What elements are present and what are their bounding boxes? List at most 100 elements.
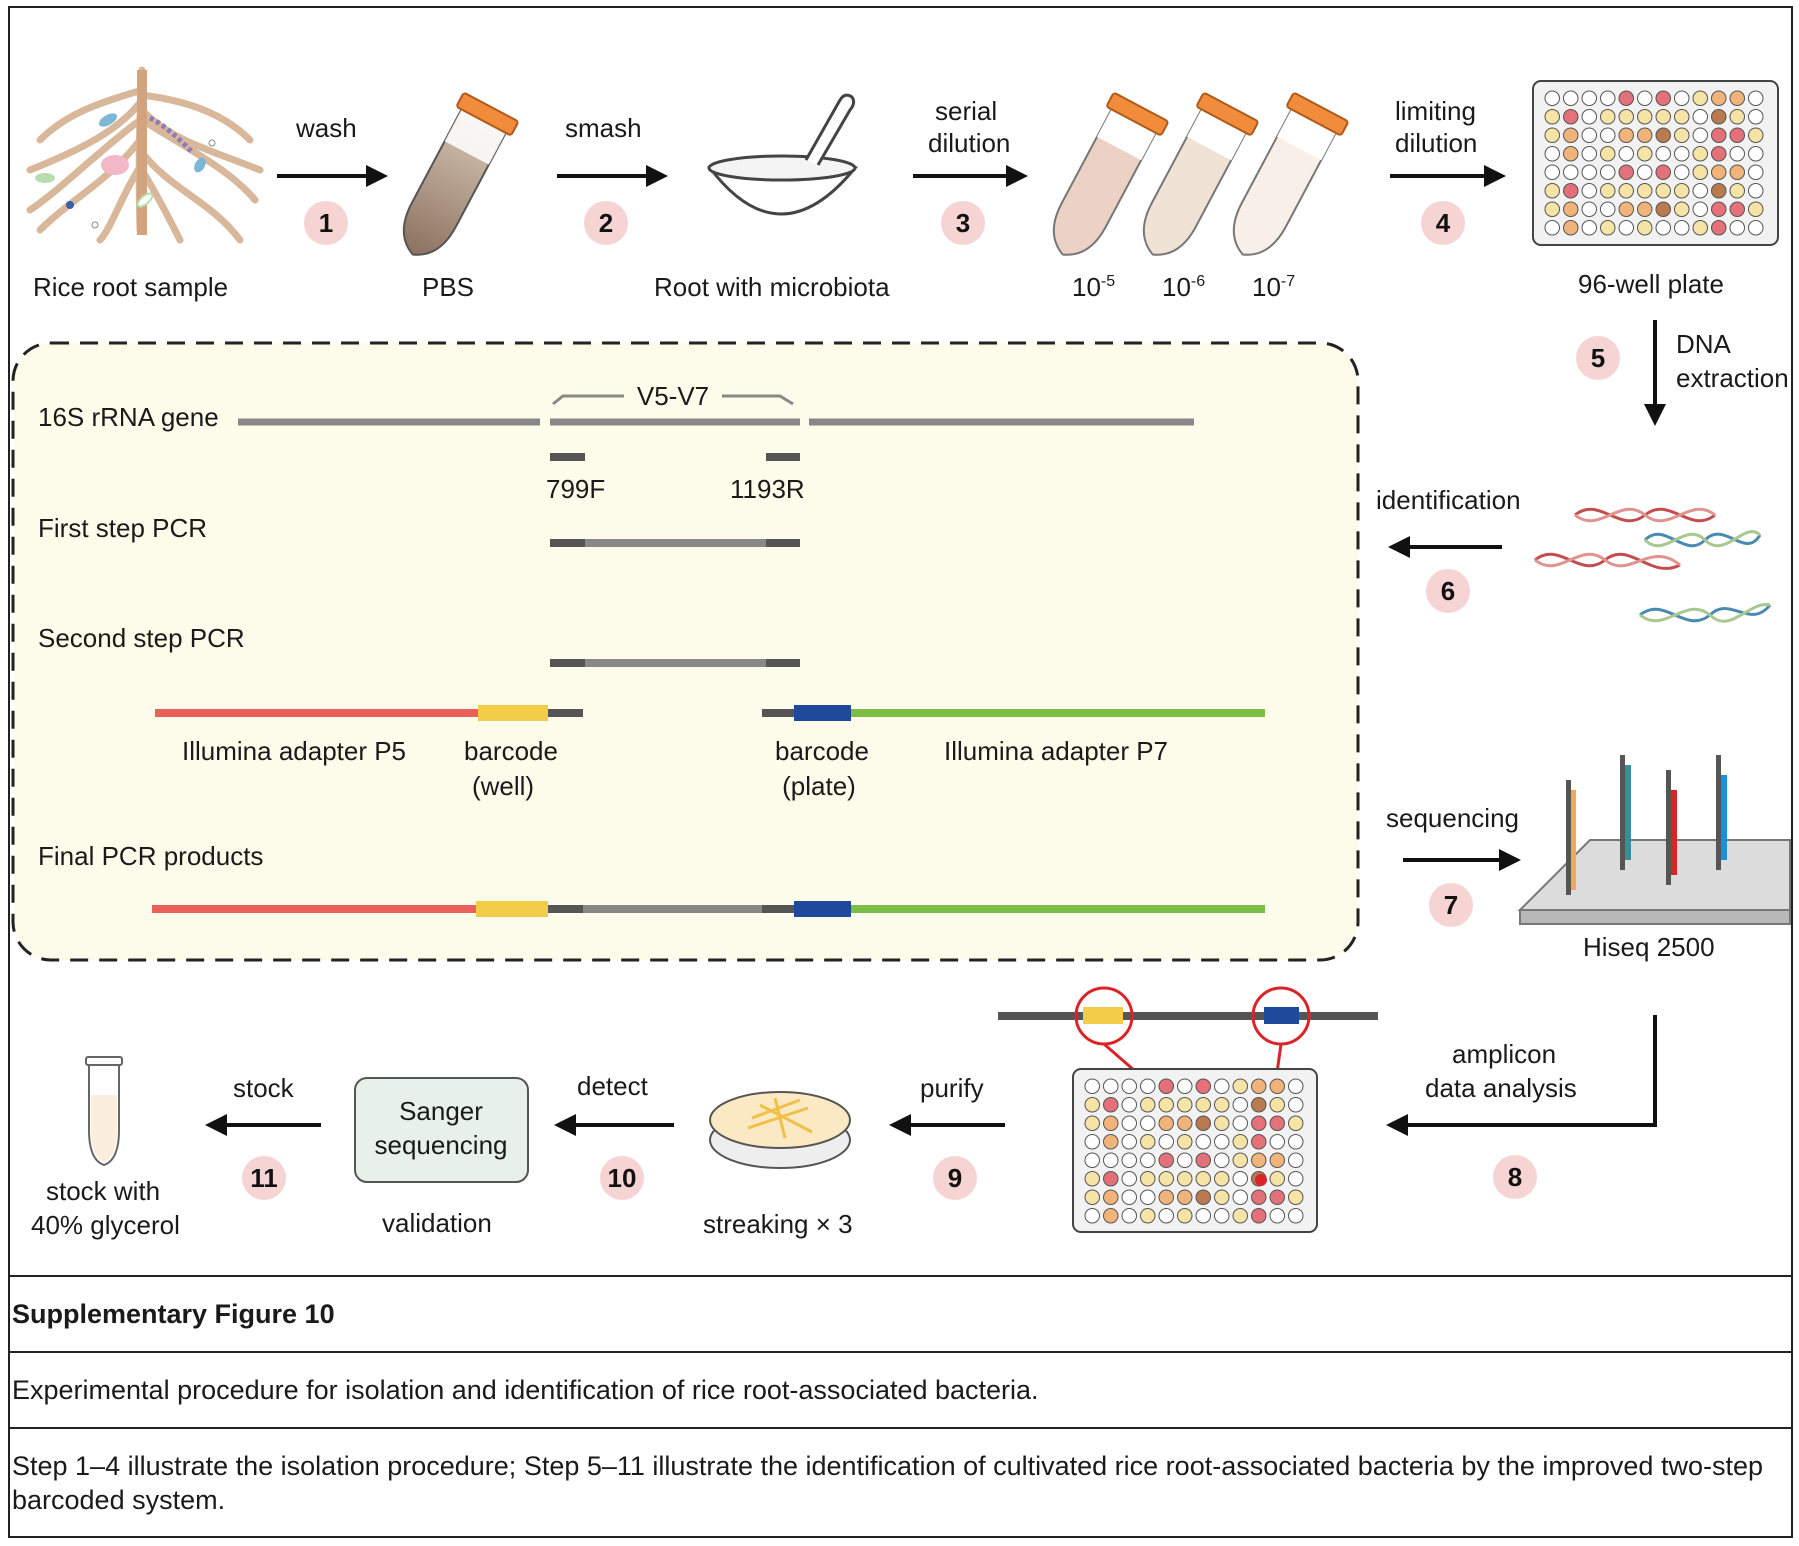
plate-well bbox=[1251, 1152, 1267, 1168]
rice-root-icon bbox=[26, 66, 264, 244]
plate-well bbox=[1692, 164, 1708, 180]
step-10-number: 10 bbox=[608, 1163, 637, 1193]
plate-well bbox=[1177, 1134, 1193, 1150]
plate-well bbox=[1140, 1208, 1156, 1224]
plate-well bbox=[1121, 1171, 1137, 1187]
caption-description: Experimental procedure for isolation and… bbox=[8, 1351, 1793, 1427]
plate-well bbox=[1140, 1115, 1156, 1131]
plate-well bbox=[1269, 1134, 1285, 1150]
plate-well bbox=[1637, 90, 1653, 106]
plate-well bbox=[1288, 1115, 1304, 1131]
step-7-number: 7 bbox=[1444, 890, 1458, 920]
plate-well bbox=[1269, 1189, 1285, 1205]
plate-well bbox=[1655, 109, 1671, 125]
plate-well bbox=[1269, 1208, 1285, 1224]
plate-well bbox=[1140, 1189, 1156, 1205]
plate-well bbox=[1232, 1078, 1248, 1094]
plate-well bbox=[1563, 201, 1579, 217]
pbs-tube-icon bbox=[402, 92, 519, 256]
plate-well bbox=[1121, 1078, 1137, 1094]
step-5-label-line1: DNA bbox=[1676, 329, 1732, 359]
plate-well bbox=[1288, 1171, 1304, 1187]
step-11-label: stock bbox=[233, 1073, 295, 1103]
plate-well bbox=[1214, 1134, 1230, 1150]
plate-well bbox=[1158, 1078, 1174, 1094]
step-1-label: wash bbox=[295, 113, 357, 143]
plate-well bbox=[1177, 1152, 1193, 1168]
procedure-diagram: Rice root sample wash 1 PBS smash 2 Root… bbox=[11, 66, 1791, 1240]
plate-well bbox=[1103, 1134, 1119, 1150]
plate-well bbox=[1600, 90, 1616, 106]
plate-well bbox=[1563, 183, 1579, 199]
plate-well bbox=[1563, 127, 1579, 143]
plate-well bbox=[1544, 146, 1560, 162]
step-11-number: 11 bbox=[250, 1163, 278, 1193]
plate-well bbox=[1158, 1171, 1174, 1187]
plate-well bbox=[1103, 1208, 1119, 1224]
plate-well bbox=[1251, 1097, 1267, 1113]
plate-well bbox=[1158, 1097, 1174, 1113]
plate-well bbox=[1618, 164, 1634, 180]
plate-well bbox=[1729, 146, 1745, 162]
primer-r-label: 1193R bbox=[730, 474, 805, 504]
plate-well bbox=[1600, 127, 1616, 143]
region-bracket-left bbox=[552, 394, 624, 406]
plate-well bbox=[1748, 183, 1764, 199]
plate-well bbox=[1544, 164, 1560, 180]
plate-well bbox=[1269, 1171, 1285, 1187]
plate-well bbox=[1214, 1097, 1230, 1113]
step-8-label-line2: data analysis bbox=[1425, 1073, 1577, 1103]
plate-well bbox=[1729, 183, 1745, 199]
step-8-arrow bbox=[1386, 1015, 1657, 1136]
plate-well bbox=[1544, 220, 1560, 236]
well-plate-selected-icon bbox=[1072, 1068, 1318, 1233]
caption-note: Step 1–4 illustrate the isolation proced… bbox=[8, 1427, 1793, 1538]
plate-well bbox=[1692, 109, 1708, 125]
plate-well bbox=[1674, 164, 1690, 180]
plate-well bbox=[1177, 1189, 1193, 1205]
plate-well bbox=[1103, 1152, 1119, 1168]
dna-helices-icon bbox=[1534, 507, 1772, 623]
step-3-badge bbox=[941, 201, 985, 245]
barcode-plate-label-line1: barcode bbox=[775, 736, 869, 766]
plate-well bbox=[1232, 1097, 1248, 1113]
plate-well bbox=[1655, 183, 1671, 199]
dilution-tube-3-icon bbox=[1232, 92, 1349, 256]
plate-well bbox=[1618, 90, 1634, 106]
plate-well bbox=[1600, 109, 1616, 125]
plate-well bbox=[1748, 90, 1764, 106]
plate-well bbox=[1214, 1152, 1230, 1168]
stock-tube-icon bbox=[85, 1056, 123, 1167]
first-step-label: First step PCR bbox=[38, 513, 207, 543]
plate-well bbox=[1637, 146, 1653, 162]
plate-well bbox=[1158, 1152, 1174, 1168]
plate-well bbox=[1103, 1189, 1119, 1205]
hiseq-flowcell-icon bbox=[1517, 755, 1791, 925]
plate-well bbox=[1103, 1171, 1119, 1187]
plate-well bbox=[1177, 1097, 1193, 1113]
plate-well bbox=[1195, 1171, 1211, 1187]
plate-well bbox=[1214, 1171, 1230, 1187]
plate-well bbox=[1729, 127, 1745, 143]
step-2-badge bbox=[584, 201, 628, 245]
final-products-label: Final PCR products bbox=[38, 841, 263, 871]
barcode-well-label-line2: (well) bbox=[472, 771, 534, 801]
plate-well bbox=[1195, 1208, 1211, 1224]
pbs-label: PBS bbox=[422, 272, 474, 302]
plate-well bbox=[1674, 127, 1690, 143]
step-2-number: 2 bbox=[599, 208, 613, 238]
plate-well bbox=[1563, 146, 1579, 162]
plate-well bbox=[1544, 127, 1560, 143]
gene-label: 16S rRNA gene bbox=[38, 402, 219, 432]
plate-well bbox=[1748, 109, 1764, 125]
plate-well bbox=[1674, 109, 1690, 125]
dilution-3-label: 10-7 bbox=[1252, 272, 1295, 302]
plate-well bbox=[1600, 220, 1616, 236]
stock-label-line1: stock with bbox=[46, 1176, 160, 1206]
plate-well bbox=[1674, 220, 1690, 236]
plate-well bbox=[1618, 127, 1634, 143]
plate-well bbox=[1232, 1115, 1248, 1131]
step-11-badge bbox=[242, 1156, 286, 1200]
dilution-tube-1-icon bbox=[1052, 92, 1169, 256]
plate-well bbox=[1544, 109, 1560, 125]
